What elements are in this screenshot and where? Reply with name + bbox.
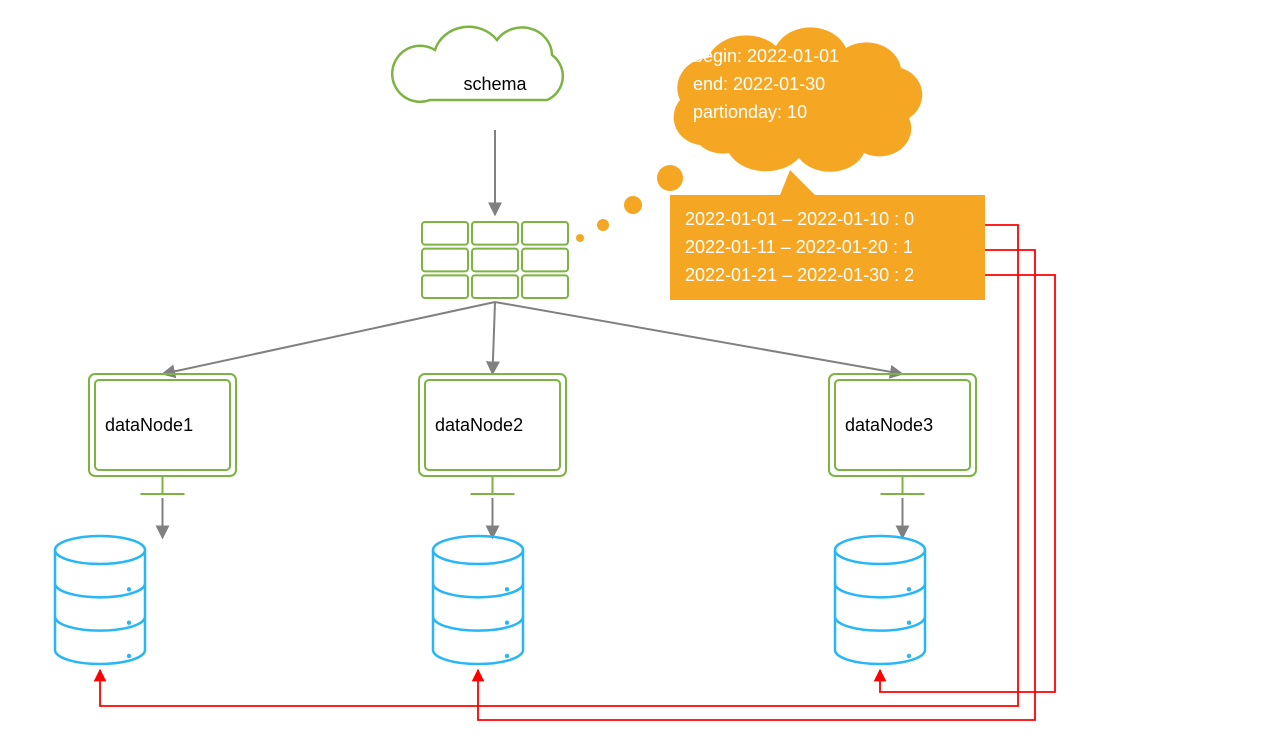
table-cell (422, 249, 468, 272)
mapping-line: 2022-01-01 – 2022-01-10 : 0 (685, 209, 914, 229)
table-cell (522, 222, 568, 245)
table-cell (472, 275, 518, 298)
mapping-line: 2022-01-21 – 2022-01-30 : 2 (685, 265, 914, 285)
table-cell (472, 222, 518, 245)
table-cell (522, 275, 568, 298)
table-grid (422, 222, 568, 298)
datanode-label: dataNode3 (845, 415, 933, 435)
table-cell (422, 275, 468, 298)
database-cylinder (55, 536, 145, 664)
arrow-table-to-node (493, 302, 496, 374)
thought-line: partionday: 10 (693, 102, 807, 122)
table-cell (522, 249, 568, 272)
datanode-label: dataNode1 (105, 415, 193, 435)
thought-line: begin: 2022-01-01 (693, 46, 839, 66)
schema-label: schema (463, 74, 527, 94)
mapping-arrow (478, 250, 1035, 720)
diagram-canvas: schema begin: 2022-01-01 end: 2022-01-30 pa… (0, 0, 1271, 742)
arrow-table-to-node (495, 302, 903, 374)
datanode-monitor: dataNode2 (419, 374, 566, 494)
database-cylinder (433, 536, 523, 664)
mapping-arrow (880, 275, 1055, 692)
table-cell (422, 222, 468, 245)
mapping-callout: 2022-01-01 – 2022-01-10 : 0 2022-01-11 – … (670, 170, 985, 300)
mapping-line: 2022-01-11 – 2022-01-20 : 1 (685, 237, 913, 257)
datanode-label: dataNode2 (435, 415, 523, 435)
datanode-monitor: dataNode3 (829, 374, 976, 494)
arrow-table-to-node (163, 302, 496, 374)
datanode-monitor: dataNode1 (89, 374, 236, 494)
table-cell (472, 249, 518, 272)
database-cylinder (835, 536, 925, 664)
thought-line: end: 2022-01-30 (693, 74, 825, 94)
